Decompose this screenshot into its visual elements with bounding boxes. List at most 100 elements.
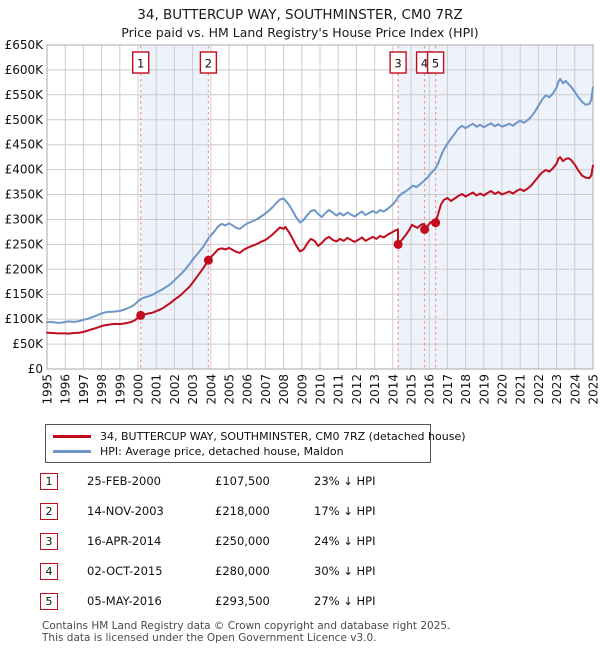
- footer-line-2: This data is licensed under the Open Gov…: [42, 632, 377, 644]
- legend-item-price: 34, BUTTERCUP WAY, SOUTHMINSTER, CM0 7RZ…: [46, 429, 466, 444]
- sale-marker-box: [131, 51, 150, 74]
- x-tick-label: 2002: [168, 374, 182, 405]
- y-tick-label: £500K: [5, 113, 45, 127]
- sale-dot: [203, 255, 213, 265]
- sale-hpi-diff: 17% ↓ HPI: [314, 504, 376, 518]
- legend-item-hpi: HPI: Average price, detached house, Mald…: [46, 444, 430, 459]
- x-tick-label: 2024: [568, 374, 582, 405]
- sale-hpi-diff: 24% ↓ HPI: [314, 534, 376, 548]
- legend-label-price: 34, BUTTERCUP WAY, SOUTHMINSTER, CM0 7RZ…: [100, 430, 466, 443]
- x-tick-label: 2003: [186, 374, 200, 405]
- x-tick-label: 2019: [477, 374, 491, 405]
- sale-price: £107,500: [215, 474, 270, 488]
- plot-border: [46, 44, 594, 370]
- sale-number-box: 4: [40, 563, 58, 580]
- x-tick-label: 2015: [405, 374, 419, 405]
- x-tick-label: 1999: [113, 374, 127, 405]
- x-tick-label: 2009: [295, 374, 309, 405]
- footer: Contains HM Land Registry data © Crown c…: [42, 620, 450, 644]
- sale-hpi-diff: 30% ↓ HPI: [314, 564, 376, 578]
- sale-date: 14-NOV-2003: [87, 504, 164, 518]
- x-tick-label: 2014: [386, 374, 400, 405]
- footer-line-1: Contains HM Land Registry data © Crown c…: [42, 620, 451, 632]
- sale-row: 3 16-APR-2014 £250,000 24% ↓ HPI: [40, 531, 570, 561]
- plot-area: 1 2 3 4 5 £0 £50K £100K £150K £200K £250K £300K £350…: [5, 38, 600, 405]
- y-tick-label: £350K: [5, 188, 45, 202]
- sale-price: £280,000: [215, 564, 270, 578]
- x-tick-label: 1995: [41, 374, 55, 405]
- sale-hpi-diff: 23% ↓ HPI: [314, 474, 376, 488]
- x-tick-label: 2021: [514, 374, 528, 405]
- sale-row: 2 14-NOV-2003 £218,000 17% ↓ HPI: [40, 501, 570, 531]
- x-tick-label: 2012: [350, 374, 364, 405]
- sale-price: £218,000: [215, 504, 270, 518]
- x-tick-label: 2022: [532, 374, 546, 405]
- x-tick-label: 2018: [459, 374, 473, 405]
- chart-subtitle: Price paid vs. HM Land Registry's House …: [121, 25, 478, 40]
- sale-marker-box: [426, 51, 445, 74]
- chart-title: 34, BUTTERCUP WAY, SOUTHMINSTER, CM0 7RZ: [137, 7, 462, 23]
- y-tick-label: £550K: [5, 88, 45, 102]
- x-tick-label: 2023: [550, 374, 564, 405]
- x-tick-label: 1997: [77, 374, 91, 405]
- sale-marker-number: 1: [137, 57, 144, 71]
- y-tick-label: £50K: [12, 337, 44, 351]
- y-tick-label: £150K: [5, 287, 45, 301]
- hpi-line: [46, 77, 594, 324]
- y-tick-label: £300K: [5, 213, 45, 227]
- sales-table: 1 25-FEB-2000 £107,500 23% ↓ HPI 2 14-NOV-200…: [40, 471, 570, 621]
- sale-dot: [420, 224, 430, 234]
- y-tick-label: £400K: [5, 163, 45, 177]
- x-tick-label: 2006: [241, 374, 255, 405]
- y-tick-label: £600K: [5, 63, 45, 77]
- y-tick-label: £100K: [5, 312, 45, 326]
- legend: 34, BUTTERCUP WAY, SOUTHMINSTER, CM0 7RZ…: [45, 424, 466, 463]
- sale-marker-number: 3: [394, 57, 401, 71]
- shaded-band: [398, 45, 593, 369]
- sale-date: 05-MAY-2016: [87, 594, 162, 608]
- sale-marker-number: 4: [421, 57, 428, 71]
- sale-date: 02-OCT-2015: [87, 564, 163, 578]
- sale-marker-box: [199, 51, 218, 74]
- x-tick-label: 2017: [441, 374, 455, 405]
- x-tick-label: 2001: [150, 374, 164, 405]
- x-tick-label: 2016: [423, 374, 437, 405]
- y-tick-label: £0: [28, 362, 43, 376]
- sale-dot: [393, 239, 403, 249]
- sale-dot: [431, 218, 441, 228]
- sale-row: 4 02-OCT-2015 £280,000 30% ↓ HPI: [40, 561, 570, 591]
- x-tick-label: 2008: [277, 374, 291, 405]
- sale-row: 5 05-MAY-2016 £293,500 27% ↓ HPI: [40, 591, 570, 621]
- sale-date: 25-FEB-2000: [87, 474, 161, 488]
- sale-price: £250,000: [215, 534, 270, 548]
- sale-marker-number: 5: [432, 57, 439, 71]
- sale-marker-box: [389, 51, 407, 74]
- sale-number-box: 2: [40, 503, 58, 520]
- sale-marker-number: 2: [205, 57, 212, 71]
- sale-price: £293,500: [215, 594, 270, 608]
- hpi-line-swatch: [53, 450, 91, 453]
- y-tick-label: £250K: [5, 237, 45, 251]
- y-tick-label: £200K: [5, 262, 45, 276]
- price-line-swatch: [53, 435, 91, 438]
- x-tick-label: 1998: [95, 374, 109, 405]
- x-tick-label: 1996: [59, 374, 73, 405]
- x-tick-label: 2013: [368, 374, 382, 405]
- x-tick-label: 2010: [314, 374, 328, 405]
- x-tick-label: 2000: [132, 374, 146, 405]
- sale-row: 1 25-FEB-2000 £107,500 23% ↓ HPI: [40, 471, 570, 501]
- x-tick-label: 2025: [587, 374, 600, 405]
- x-tick-label: 2011: [332, 374, 346, 405]
- x-tick-label: 2005: [223, 374, 237, 405]
- x-tick-label: 2020: [496, 374, 510, 405]
- price-chart: 34, BUTTERCUP WAY, SOUTHMINSTER, CM0 7RZ…: [5, 7, 600, 405]
- sale-number-box: 3: [40, 533, 58, 550]
- x-tick-label: 2004: [204, 374, 218, 405]
- legend-label-hpi: HPI: Average price, detached house, Mald…: [100, 445, 344, 458]
- sale-hpi-diff: 27% ↓ HPI: [314, 594, 376, 608]
- sale-date: 16-APR-2014: [87, 534, 162, 548]
- y-tick-label: £650K: [5, 38, 45, 52]
- x-tick-label: 2007: [259, 374, 273, 405]
- sale-dot: [136, 310, 146, 320]
